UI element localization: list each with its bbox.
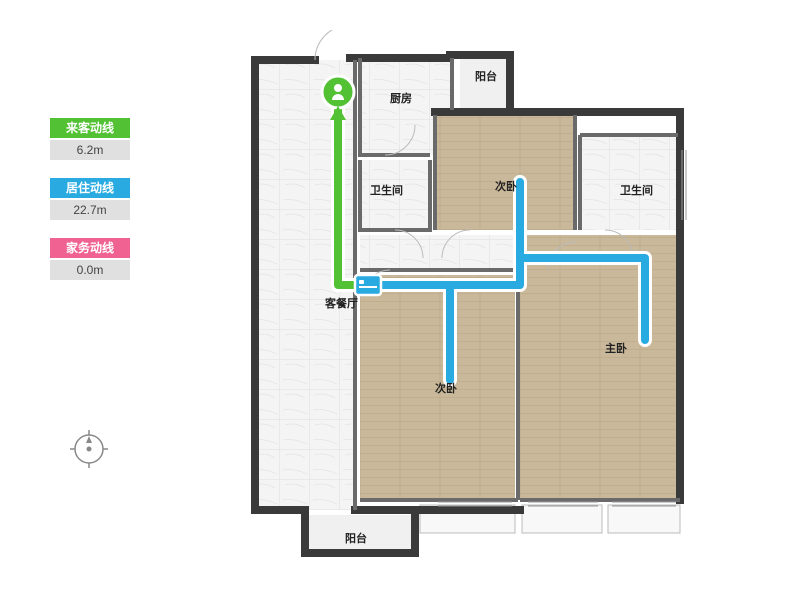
legend-living-label: 居住动线 [50, 178, 130, 198]
room-label-bedroom3: 次卧 [435, 380, 457, 396]
marker-bed-icon [355, 275, 381, 295]
room-label-bedroom2: 次卧 [495, 178, 517, 194]
legend-chores: 家务动线 0.0m [50, 238, 130, 280]
compass-icon [70, 430, 108, 468]
room-label-living: 客餐厅 [325, 295, 358, 311]
legend-guest-label: 来客动线 [50, 118, 130, 138]
room-label-balcony_b: 阳台 [345, 530, 367, 546]
room-label-balcony_tr: 阳台 [475, 68, 497, 84]
legend-living: 居住动线 22.7m [50, 178, 130, 220]
legend: 来客动线 6.2m 居住动线 22.7m 家务动线 0.0m [50, 118, 130, 298]
legend-living-value: 22.7m [50, 200, 130, 220]
legend-guest-value: 6.2m [50, 140, 130, 160]
floorplan: 厨房阳台卫生间次卧卫生间客餐厅次卧主卧阳台 [220, 30, 720, 570]
legend-guest: 来客动线 6.2m [50, 118, 130, 160]
room-master-floor [520, 235, 680, 500]
room-bedroom2-floor [435, 115, 575, 230]
legend-chores-value: 0.0m [50, 260, 130, 280]
legend-chores-label: 家务动线 [50, 238, 130, 258]
room-label-bath1: 卫生间 [370, 182, 403, 198]
room-label-kitchen: 厨房 [390, 90, 412, 106]
room-label-bath2: 卫生间 [620, 182, 653, 198]
room-label-master: 主卧 [605, 340, 627, 356]
